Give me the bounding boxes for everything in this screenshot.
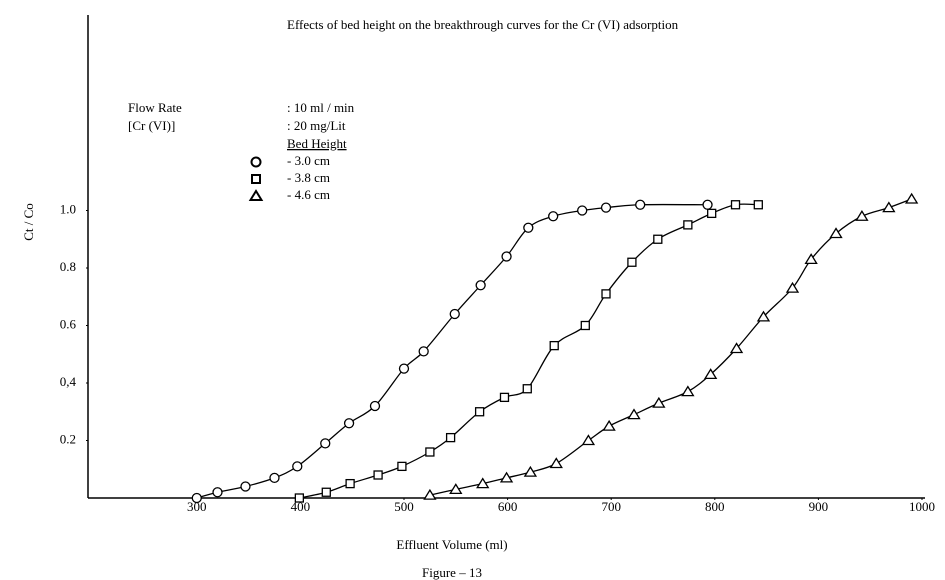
data-point [904, 192, 919, 204]
y-axis-label: Ct / Co [21, 203, 36, 241]
x-tick-label: 300 [187, 499, 207, 514]
data-point [653, 234, 663, 244]
y-tick-label: 0.8 [60, 259, 76, 274]
x-tick-label: 700 [601, 499, 621, 514]
data-point [804, 253, 818, 265]
data-point [523, 222, 534, 233]
data-point [292, 461, 303, 472]
data-point [474, 407, 485, 417]
data-point [191, 492, 202, 504]
data-point [418, 346, 429, 357]
data-point [501, 251, 512, 262]
data-point [548, 211, 559, 222]
data-point [449, 483, 463, 495]
data-point [729, 342, 744, 354]
data-point [294, 493, 304, 503]
legend-label: - 4.6 cm [287, 187, 330, 202]
legend-label: - 3.0 cm [287, 153, 330, 168]
data-point [321, 487, 331, 497]
data-point [581, 434, 596, 446]
data-point [343, 418, 355, 429]
data-point [373, 470, 383, 480]
x-tick-label: 400 [291, 499, 311, 514]
data-point [345, 478, 355, 489]
data-point [855, 210, 869, 221]
x-tick-label: 500 [394, 499, 414, 514]
data-point [212, 487, 223, 498]
data-point [882, 201, 896, 213]
data-point [829, 227, 843, 239]
x-tick-label: 900 [809, 499, 829, 514]
data-point [269, 472, 280, 484]
y-tick-label: 0.2 [60, 431, 76, 446]
x-tick-label: 1000 [909, 499, 935, 514]
legend-title: Bed Height [287, 136, 347, 151]
data-point [549, 340, 559, 351]
data-point [580, 320, 590, 331]
data-point [627, 257, 637, 267]
chart-title: Effects of bed height on the breakthroug… [287, 17, 679, 32]
data-point [601, 289, 611, 299]
data-point [499, 392, 510, 403]
data-point [707, 208, 717, 219]
data-point [600, 202, 612, 213]
caption: Figure – 13 [422, 565, 482, 580]
data-point [522, 384, 532, 394]
data-point [425, 447, 435, 457]
data-point [753, 200, 763, 210]
data-point [369, 400, 381, 412]
data-point [785, 281, 800, 293]
legend-marker [251, 174, 261, 184]
legend-marker [250, 156, 262, 168]
data-point [627, 408, 641, 420]
data-point [577, 205, 588, 216]
data-point [449, 308, 460, 320]
y-tick-label: 0.6 [60, 316, 77, 331]
x-tick-label: 600 [498, 499, 518, 514]
annotation: : 20 mg/Lit [287, 118, 346, 133]
annotation: : 10 ml / min [287, 100, 355, 115]
data-point [703, 368, 718, 380]
data-point [499, 471, 514, 483]
x-axis-label: Effluent Volume (ml) [396, 537, 507, 552]
data-point [240, 481, 251, 492]
data-point [445, 432, 456, 443]
data-point [681, 385, 695, 397]
data-point [397, 461, 407, 472]
data-point [320, 438, 331, 449]
data-point [756, 310, 771, 322]
annotation: Flow Rate [128, 100, 182, 115]
data-point [602, 419, 616, 431]
annotation: [Cr (VI)] [128, 118, 175, 133]
data-point [423, 488, 437, 500]
y-tick-label: 0,4 [60, 374, 77, 389]
data-point [730, 200, 741, 210]
data-point [702, 199, 713, 210]
data-point [683, 220, 693, 230]
data-point [476, 477, 490, 489]
data-point [475, 280, 486, 291]
legend-marker [248, 189, 264, 201]
data-point [549, 457, 563, 469]
x-tick-label: 800 [705, 499, 725, 514]
data-point [652, 396, 666, 408]
data-point [523, 465, 538, 477]
data-point [398, 363, 410, 374]
y-tick-label: 1.0 [60, 201, 76, 216]
data-point [635, 199, 646, 210]
legend-label: - 3.8 cm [287, 170, 330, 185]
